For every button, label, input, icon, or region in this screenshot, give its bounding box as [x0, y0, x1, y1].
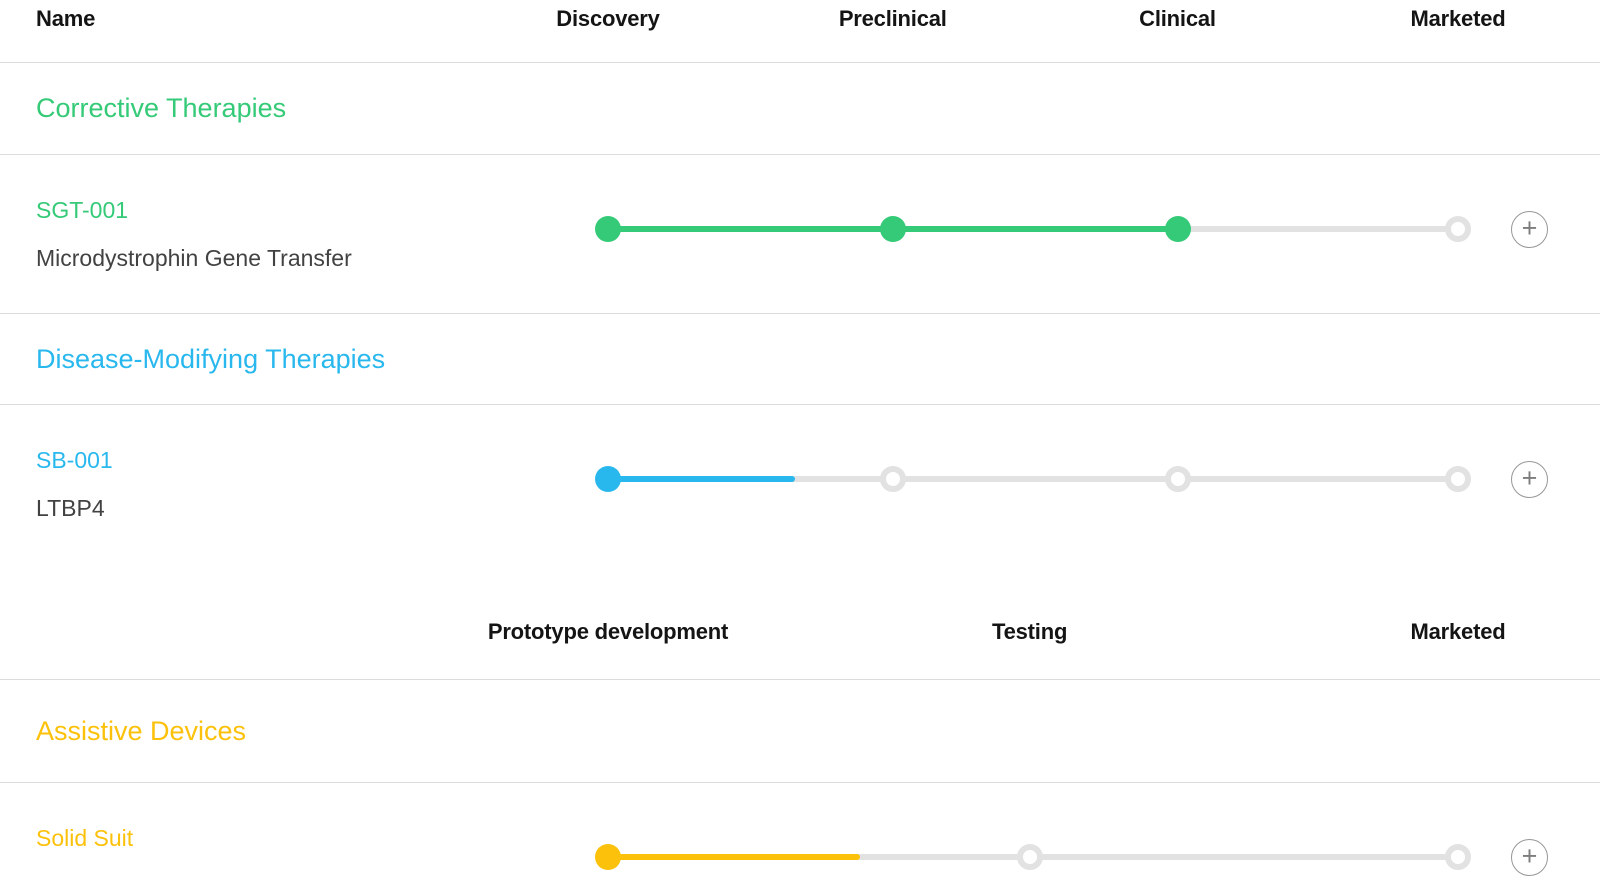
product-name-link[interactable]: SB-001 [36, 447, 113, 473]
phase-dot-clinical [1164, 466, 1191, 492]
phase-header-span: Discovery Preclinical Clinical Marketed [556, 0, 1505, 62]
section-title: Assistive Devices [36, 715, 247, 746]
progress-track [595, 466, 1471, 492]
plus-icon: + [1521, 212, 1538, 243]
progress-track [595, 216, 1471, 242]
pipeline-header-therapies: Name Discovery Preclinical Clinical Mark… [0, 0, 1600, 63]
column-header-preclinical: Preclinical [838, 6, 947, 31]
expand-details-button[interactable]: + [1511, 839, 1548, 876]
product-row-sgt-001: SGT-001 Microdystrophin Gene Transfer + [0, 155, 1600, 314]
phase-dot-marketed [1445, 466, 1471, 492]
column-header-name: Name [36, 6, 96, 31]
plus-icon: + [1521, 462, 1538, 493]
expand-details-button[interactable]: + [1511, 461, 1548, 498]
product-name-link[interactable]: Solid Suit [36, 825, 134, 851]
product-description: Microdystrophin Gene Transfer [36, 245, 352, 271]
phase-dot-marketed [1445, 216, 1471, 242]
section-disease-modifying-therapies: Disease-Modifying Therapies [0, 314, 1600, 405]
progress-fill [608, 854, 860, 860]
column-header-discovery: Discovery [556, 6, 660, 31]
pipeline-header-devices: Prototype development Testing Marketed [0, 564, 1600, 680]
progress-fill [608, 476, 795, 482]
column-header-testing: Testing [991, 619, 1068, 644]
phase-dot-marketed [1445, 844, 1471, 870]
section-corrective-therapies: Corrective Therapies [0, 63, 1600, 155]
progress-track-line [608, 476, 1458, 482]
progress-track [595, 844, 1471, 870]
product-row-solid-suit: Solid Suit + [0, 783, 1600, 882]
phase-dot-clinical [1164, 216, 1191, 242]
phase-dot-testing [1016, 844, 1043, 870]
phase-header-span: Prototype development Testing Marketed [488, 564, 1506, 679]
column-header-clinical: Clinical [1139, 6, 1216, 31]
phase-dot-preclinical [879, 466, 906, 492]
product-name-link[interactable]: SGT-001 [36, 197, 129, 223]
section-title: Disease-Modifying Therapies [36, 343, 386, 374]
column-header-marketed: Marketed [1410, 6, 1506, 31]
section-title: Corrective Therapies [36, 93, 287, 123]
column-header-prototype-development: Prototype development [487, 619, 729, 644]
expand-details-button[interactable]: + [1511, 211, 1548, 248]
column-header-marketed: Marketed [1410, 619, 1506, 644]
plus-icon: + [1521, 840, 1538, 871]
product-row-sb-001: SB-001 LTBP4 + [0, 405, 1600, 564]
section-assistive-devices: Assistive Devices [0, 680, 1600, 783]
phase-dot-preclinical [879, 216, 906, 242]
phase-dot-discovery [595, 466, 621, 492]
phase-dot-discovery [595, 216, 621, 242]
phase-dot-prototype [595, 844, 621, 870]
product-description: LTBP4 [36, 495, 105, 521]
